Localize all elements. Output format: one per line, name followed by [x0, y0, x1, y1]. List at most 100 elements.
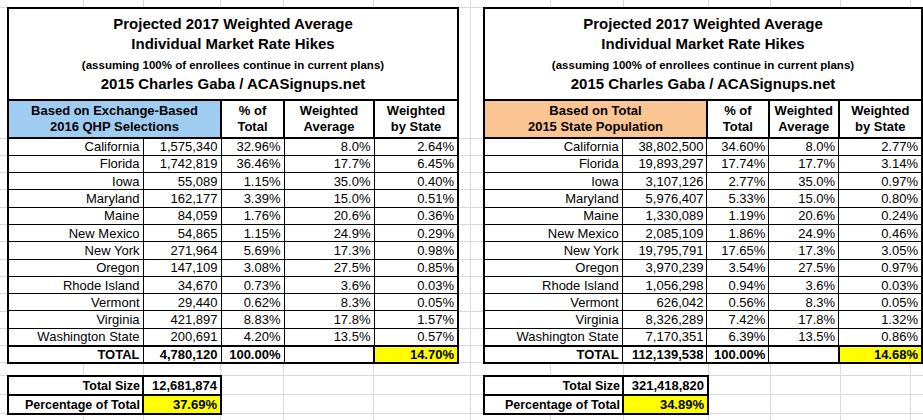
right-cell-wstate[interactable]: 3.14% — [839, 155, 922, 172]
left-cell-wstate[interactable]: 0.98% — [374, 242, 458, 259]
left-total-value-cell[interactable]: 4,780,120 — [143, 346, 221, 363]
right-cell-value[interactable]: 19,893,297 — [622, 155, 707, 172]
left-cell-state[interactable]: California — [8, 138, 143, 155]
total-size-value-cell[interactable]: 321,418,820 — [623, 376, 708, 395]
total-size-label-cell[interactable]: Total Size — [8, 376, 143, 395]
left-total-pct-cell[interactable]: 100.00% — [221, 346, 284, 363]
left-cell-wavg[interactable]: 8.0% — [284, 138, 374, 155]
left-cell-wstate[interactable]: 0.36% — [374, 207, 458, 224]
right-cell-state[interactable]: Iowa — [484, 173, 622, 190]
right-cell-wstate[interactable]: 0.97% — [839, 259, 922, 276]
left-cell-pct[interactable]: 1.15% — [221, 224, 284, 241]
left-cell-pct[interactable]: 0.73% — [221, 276, 284, 293]
left-cell-wavg[interactable]: 15.0% — [284, 190, 374, 207]
right-cell-pct[interactable]: 7.42% — [707, 311, 769, 328]
right-cell-wstate[interactable]: 0.86% — [839, 328, 922, 345]
right-cell-pct[interactable]: 1.19% — [707, 207, 769, 224]
right-cell-wstate[interactable]: 0.24% — [839, 207, 922, 224]
left-cell-value[interactable]: 1,742,819 — [143, 155, 221, 172]
left-total-label-cell[interactable]: TOTAL — [8, 346, 143, 363]
left-cell-wavg[interactable]: 27.5% — [284, 259, 374, 276]
total-size-value-cell[interactable]: 12,681,874 — [143, 376, 221, 395]
right-cell-wstate[interactable]: 1.32% — [839, 311, 922, 328]
right-cell-pct[interactable]: 17.65% — [707, 242, 769, 259]
table-title-cell[interactable]: Projected 2017 Weighted Average Individu… — [8, 8, 458, 100]
right-cell-wavg[interactable]: 35.0% — [769, 173, 839, 190]
left-cell-state[interactable]: New Mexico — [8, 224, 143, 241]
left-cell-wstate[interactable]: 0.51% — [374, 190, 458, 207]
weighted-average-header-cell[interactable]: Weighted Average — [769, 100, 839, 138]
left-cell-value[interactable]: 29,440 — [143, 294, 221, 311]
pct-of-total-header-cell[interactable]: % of Total — [221, 100, 284, 138]
left-cell-value[interactable]: 84,059 — [143, 207, 221, 224]
left-cell-wstate[interactable]: 2.64% — [374, 138, 458, 155]
right-cell-value[interactable]: 8,326,289 — [622, 311, 707, 328]
right-cell-wstate[interactable]: 0.05% — [839, 294, 922, 311]
right-cell-pct[interactable]: 3.54% — [707, 259, 769, 276]
right-cell-state[interactable]: Florida — [484, 155, 622, 172]
percentage-of-total-label-cell[interactable]: Percentage of Total — [484, 395, 623, 414]
left-cell-pct[interactable]: 8.83% — [221, 311, 284, 328]
right-cell-state[interactable]: Virginia — [484, 311, 622, 328]
right-cell-value[interactable]: 7,170,351 — [622, 328, 707, 345]
right-cell-wavg[interactable]: 8.3% — [769, 294, 839, 311]
right-cell-wstate[interactable]: 0.97% — [839, 173, 922, 190]
left-cell-wavg[interactable]: 35.0% — [284, 173, 374, 190]
left-cell-pct[interactable]: 1.15% — [221, 173, 284, 190]
right-cell-wavg[interactable]: 17.8% — [769, 311, 839, 328]
left-cell-value[interactable]: 421,897 — [143, 311, 221, 328]
right-cell-wavg[interactable]: 17.7% — [769, 155, 839, 172]
right-cell-wstate[interactable]: 3.05% — [839, 242, 922, 259]
left-cell-wstate[interactable]: 0.57% — [374, 328, 458, 345]
right-cell-pct[interactable]: 34.60% — [707, 138, 769, 155]
right-cell-wstate[interactable]: 2.77% — [839, 138, 922, 155]
left-cell-state[interactable]: Rhode Island — [8, 276, 143, 293]
left-cell-pct[interactable]: 4.20% — [221, 328, 284, 345]
right-cell-pct[interactable]: 2.77% — [707, 173, 769, 190]
left-cell-wstate[interactable]: 6.45% — [374, 155, 458, 172]
right-total-value-cell[interactable]: 112,139,538 — [622, 346, 707, 363]
right-cell-state[interactable]: Oregon — [484, 259, 622, 276]
right-cell-wstate[interactable]: 0.03% — [839, 276, 922, 293]
left-cell-state[interactable]: New York — [8, 242, 143, 259]
left-cell-wavg[interactable]: 17.7% — [284, 155, 374, 172]
left-cell-value[interactable]: 200,691 — [143, 328, 221, 345]
right-total-wstate-cell[interactable]: 14.68% — [839, 346, 922, 363]
left-cell-state[interactable]: Washington State — [8, 328, 143, 345]
left-cell-pct[interactable]: 32.96% — [221, 138, 284, 155]
right-cell-pct[interactable]: 17.74% — [707, 155, 769, 172]
right-cell-wavg[interactable]: 27.5% — [769, 259, 839, 276]
right-cell-wavg[interactable]: 8.0% — [769, 138, 839, 155]
left-cell-wavg[interactable]: 17.3% — [284, 242, 374, 259]
left-cell-pct[interactable]: 36.46% — [221, 155, 284, 172]
right-cell-state[interactable]: New Mexico — [484, 224, 622, 241]
right-cell-pct[interactable]: 0.94% — [707, 276, 769, 293]
right-cell-value[interactable]: 19,795,791 — [622, 242, 707, 259]
right-cell-value[interactable]: 3,970,239 — [622, 259, 707, 276]
left-cell-value[interactable]: 147,109 — [143, 259, 221, 276]
right-cell-wavg[interactable]: 20.6% — [769, 207, 839, 224]
left-cell-wavg[interactable]: 3.6% — [284, 276, 374, 293]
left-total-wavg-cell[interactable] — [284, 346, 374, 363]
left-cell-value[interactable]: 271,964 — [143, 242, 221, 259]
left-total-wstate-cell[interactable]: 14.70% — [374, 346, 458, 363]
left-cell-state[interactable]: Maryland — [8, 190, 143, 207]
left-cell-wavg[interactable]: 13.5% — [284, 328, 374, 345]
right-cell-wavg[interactable]: 3.6% — [769, 276, 839, 293]
left-cell-wstate[interactable]: 0.85% — [374, 259, 458, 276]
left-cell-pct[interactable]: 0.62% — [221, 294, 284, 311]
right-cell-pct[interactable]: 1.86% — [707, 224, 769, 241]
left-cell-wavg[interactable]: 8.3% — [284, 294, 374, 311]
right-cell-pct[interactable]: 6.39% — [707, 328, 769, 345]
left-cell-wavg[interactable]: 20.6% — [284, 207, 374, 224]
left-cell-value[interactable]: 1,575,340 — [143, 138, 221, 155]
right-cell-wavg[interactable]: 15.0% — [769, 190, 839, 207]
right-total-wavg-cell[interactable] — [769, 346, 839, 363]
total-size-label-cell[interactable]: Total Size — [484, 376, 623, 395]
right-cell-value[interactable]: 5,976,407 — [622, 190, 707, 207]
weighted-by-state-header-cell[interactable]: Weighted by State — [839, 100, 922, 138]
left-cell-wstate[interactable]: 0.29% — [374, 224, 458, 241]
left-cell-wstate[interactable]: 0.05% — [374, 294, 458, 311]
right-cell-state[interactable]: Maryland — [484, 190, 622, 207]
left-cell-wstate[interactable]: 0.03% — [374, 276, 458, 293]
